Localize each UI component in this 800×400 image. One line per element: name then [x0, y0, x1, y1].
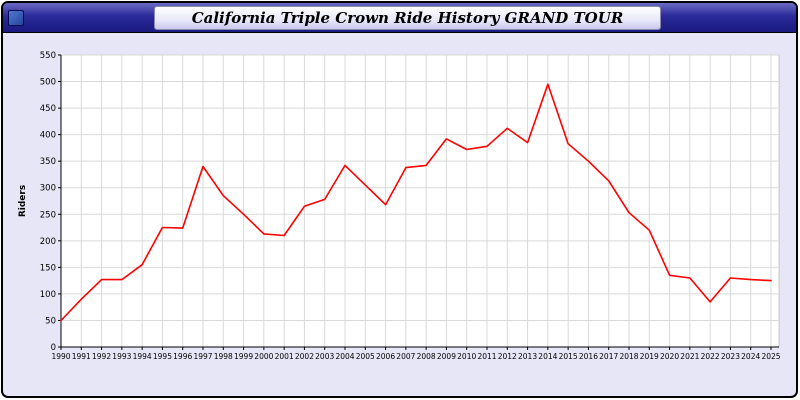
x-tick-label: 1999: [234, 352, 253, 361]
x-tick-label: 2022: [701, 352, 720, 361]
x-tick-label: 1996: [173, 352, 192, 361]
x-tick-label: 2000: [254, 352, 273, 361]
y-tick-label: 350: [40, 157, 56, 167]
x-tick-label: 1990: [51, 352, 70, 361]
y-tick-label: 100: [40, 290, 56, 300]
y-tick-label: 0: [51, 343, 56, 353]
y-tick-label: 400: [40, 131, 56, 141]
x-tick-label: 2008: [417, 352, 436, 361]
x-tick-label: 2003: [315, 352, 334, 361]
x-tick-label: 2021: [680, 352, 699, 361]
x-tick-label: 2023: [721, 352, 740, 361]
x-tick-label: 1993: [112, 352, 131, 361]
y-tick-label: 50: [45, 316, 56, 326]
x-tick-label: 2024: [741, 352, 760, 361]
window-title-bar: California Triple Crown Ride History GRA…: [3, 3, 796, 33]
y-tick-label: 500: [40, 78, 56, 88]
x-tick-label: 2017: [599, 352, 618, 361]
chart-area: 0 50 100 150 200 250 300 350 400 450 500 550 1990 199…: [3, 33, 796, 396]
x-tick-label: 2013: [518, 352, 537, 361]
y-tick-label: 200: [40, 237, 56, 247]
x-tick-label: 2005: [356, 352, 375, 361]
x-tick-label: 2004: [335, 352, 354, 361]
x-tick-label: 2025: [761, 352, 780, 361]
x-tick-label: 1992: [92, 352, 111, 361]
x-tick-label: 1994: [133, 352, 152, 361]
x-tick-label: 1991: [72, 352, 91, 361]
x-tick-label: 2012: [498, 352, 517, 361]
riders-series-line: [60, 83, 772, 322]
y-tick-label: 150: [40, 263, 56, 273]
x-tick-label: 2009: [437, 352, 456, 361]
window-title: California Triple Crown Ride History GRA…: [153, 5, 662, 30]
y-tick-label: 550: [40, 51, 56, 61]
x-tick-label: 2019: [640, 352, 659, 361]
x-tick-label: 2002: [295, 352, 314, 361]
x-tick-label: 1995: [153, 352, 172, 361]
x-tick-label: 1998: [214, 352, 233, 361]
y-tick-label: 450: [40, 104, 56, 114]
x-tick-label: 2007: [396, 352, 415, 361]
x-tick-label: 2016: [579, 352, 598, 361]
x-tick-label: 2011: [477, 352, 496, 361]
x-tick-label: 2010: [457, 352, 476, 361]
y-tick-label: 300: [40, 184, 56, 194]
y-axis-label: Riders: [18, 185, 28, 217]
x-tick-label: 2006: [376, 352, 395, 361]
x-tick-label: 1997: [193, 352, 212, 361]
x-tick-label: 2020: [660, 352, 679, 361]
x-tick-label: 2001: [275, 352, 294, 361]
x-tick-label: 2015: [559, 352, 578, 361]
x-tick-label: 2014: [538, 352, 557, 361]
y-tick-label: 250: [40, 210, 56, 220]
window-icon: [8, 9, 24, 26]
x-tick-label: 2018: [619, 352, 638, 361]
